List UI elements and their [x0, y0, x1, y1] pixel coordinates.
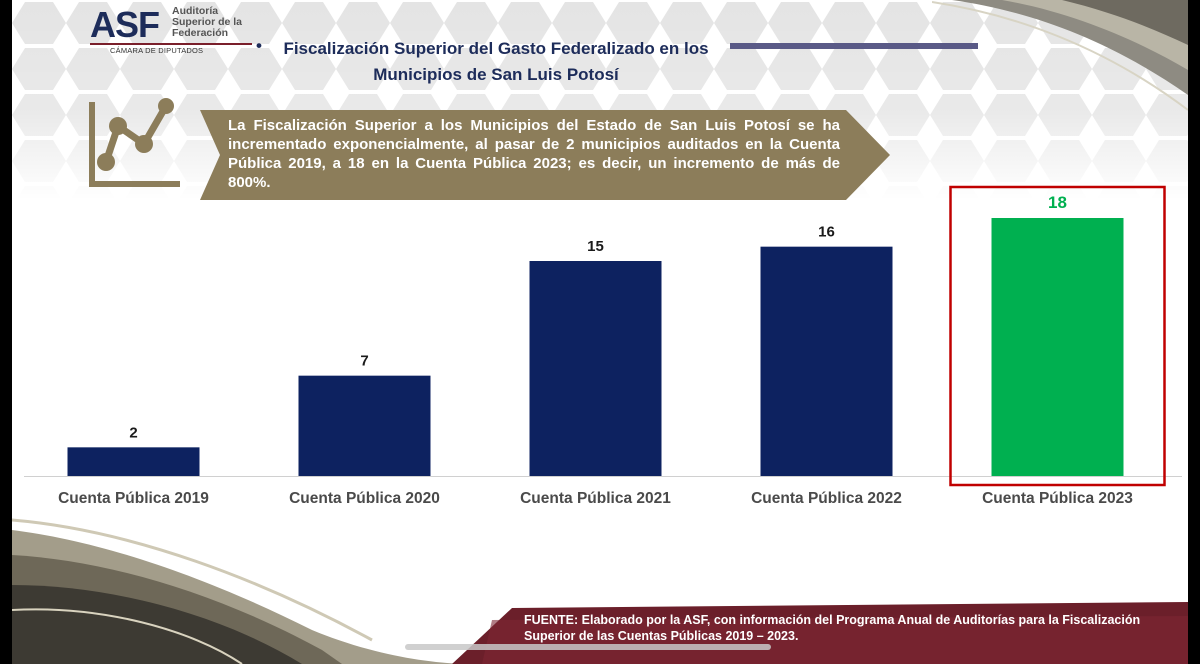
x-tick-label-2: Cuenta Pública 2020 — [289, 490, 440, 507]
scroll-indicator[interactable] — [405, 644, 771, 650]
growth-chart-icon — [89, 98, 180, 187]
bar-chart: 2 Cuenta Pública 2019 7 Cuenta Pública 2020… — [24, 185, 1182, 507]
data-label-2: 7 — [360, 353, 368, 370]
summary-banner — [200, 110, 890, 200]
page-title: Fiscalización Superior del Gasto Federal… — [283, 39, 709, 84]
highlight-box — [949, 185, 1166, 487]
slide: ASF Auditoría Superior de la Federación … — [12, 0, 1188, 664]
x-tick-label-4: Cuenta Pública 2022 — [751, 490, 902, 507]
logo-subtitle: Auditoría Superior de la Federación — [172, 5, 243, 39]
bar-2 — [298, 375, 431, 476]
data-label-3: 15 — [587, 238, 604, 255]
bar-1 — [67, 447, 200, 476]
title-bullet: • — [256, 36, 262, 55]
bar-3 — [529, 261, 662, 476]
title-accent-bar — [730, 43, 978, 49]
asf-logo: ASF Auditoría Superior de la Federación … — [90, 4, 260, 56]
data-label-1: 2 — [129, 424, 137, 441]
hexagon-background — [12, 0, 1188, 200]
source-note: FUENTE: Elaborado por la ASF, con inform… — [524, 613, 1141, 643]
summary-text: La Fiscalización Superior a los Municipi… — [228, 117, 840, 191]
top-right-decoration — [932, 0, 1188, 111]
logo-divider — [90, 43, 252, 45]
x-tick-label-3: Cuenta Pública 2021 — [520, 490, 671, 507]
x-tick-label-5: Cuenta Pública 2023 — [982, 490, 1133, 507]
logo-camara: CÁMARA DE DIPUTADOS — [110, 46, 204, 55]
data-label-4: 16 — [818, 224, 835, 241]
bar-5 — [991, 218, 1124, 476]
x-tick-label-1: Cuenta Pública 2019 — [58, 490, 209, 507]
data-label-5: 18 — [1048, 193, 1067, 212]
bottom-left-decoration — [12, 518, 472, 664]
bar-4 — [760, 246, 893, 476]
logo-asf-text: ASF — [90, 4, 160, 45]
